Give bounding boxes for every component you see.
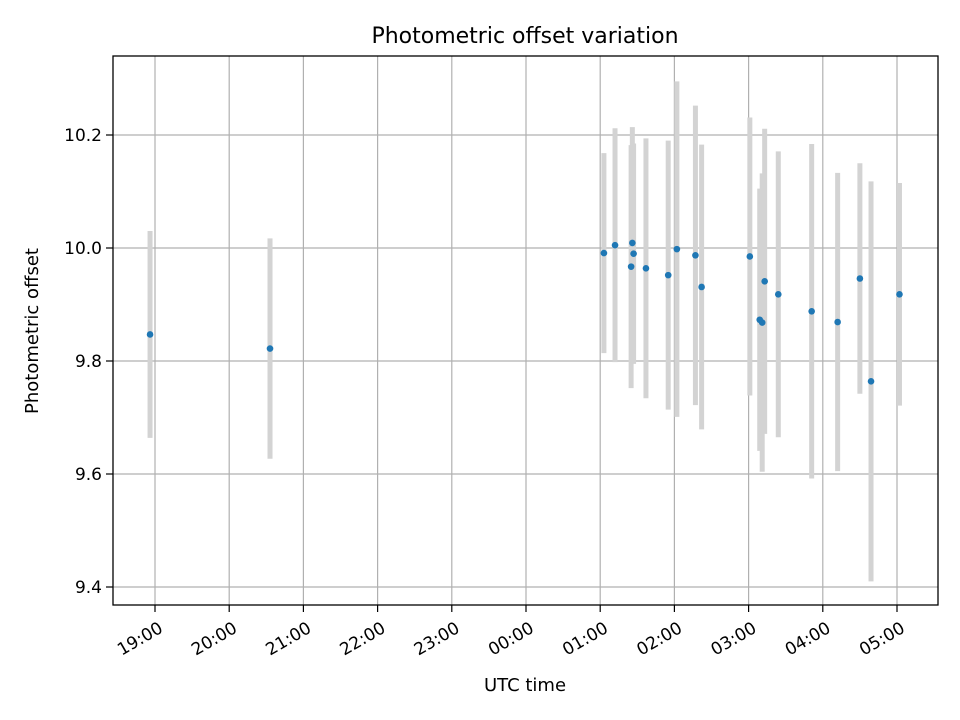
- data-point: [629, 239, 636, 247]
- data-point: [746, 253, 754, 260]
- data-point: [642, 265, 650, 272]
- data-point: [673, 245, 681, 253]
- data-point: [834, 318, 841, 326]
- grid-layer: [113, 56, 938, 605]
- data-point: [896, 291, 903, 298]
- y-tick-label: 10.0: [64, 239, 102, 259]
- data-point: [856, 275, 864, 282]
- data-point: [758, 319, 766, 326]
- y-axis-label: Photometric offset: [22, 248, 43, 414]
- data-point: [611, 241, 619, 249]
- data-point: [698, 283, 705, 291]
- data-point: [266, 345, 274, 352]
- data-point: [600, 249, 608, 257]
- data-point: [630, 250, 637, 257]
- y-tick-label: 9.6: [75, 465, 102, 485]
- data-point: [808, 307, 815, 315]
- chart-title: Photometric offset variation: [371, 24, 678, 49]
- x-axis-label: UTC time: [484, 675, 566, 696]
- data-point: [692, 252, 699, 259]
- data-point: [146, 331, 154, 338]
- data-point: [774, 291, 782, 298]
- point-layer: [146, 239, 903, 385]
- data-point: [627, 263, 635, 270]
- y-tick-label: 9.8: [75, 352, 102, 372]
- data-point: [664, 271, 672, 279]
- data-point: [761, 278, 768, 285]
- y-tick-label: 10.2: [64, 126, 102, 146]
- y-tick-label: 9.4: [75, 578, 102, 598]
- data-point: [867, 378, 875, 385]
